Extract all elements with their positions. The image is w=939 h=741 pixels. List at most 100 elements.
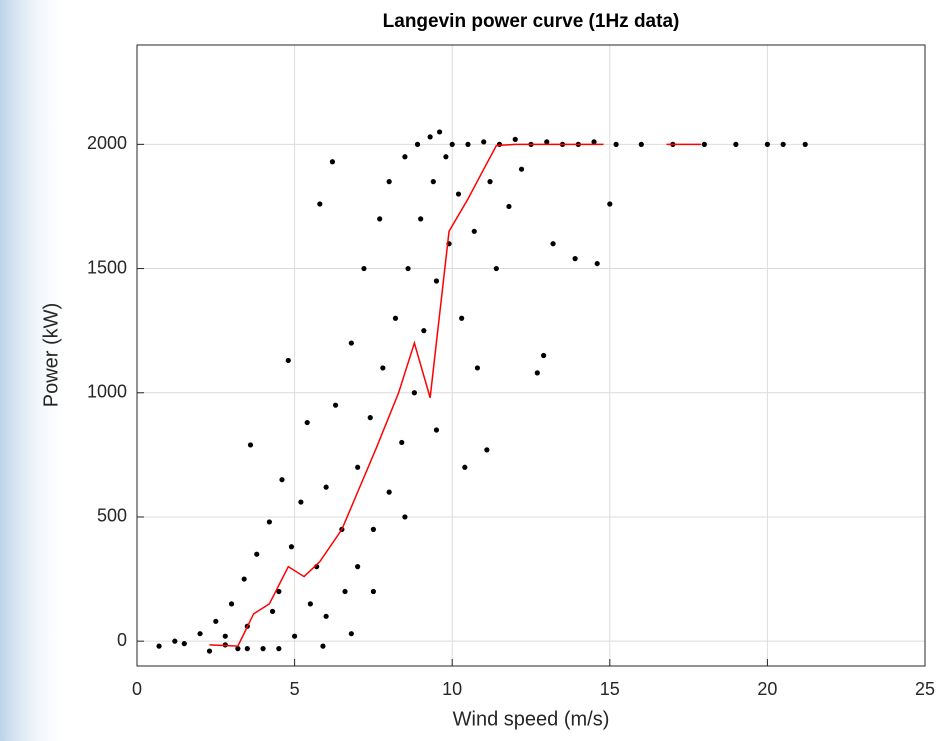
data-point: [418, 216, 424, 222]
data-point: [459, 315, 465, 321]
background: [0, 0, 70, 741]
data-point: [607, 201, 613, 207]
data-point: [455, 191, 462, 197]
data-point: [348, 340, 354, 346]
data-point: [465, 141, 471, 147]
data-point: [323, 484, 329, 490]
data-point: [405, 265, 411, 272]
data-point: [269, 608, 276, 614]
chart-title: Langevin power curve (1Hz data): [383, 11, 680, 32]
data-point: [414, 141, 421, 147]
data-point: [332, 402, 339, 408]
data-point: [292, 633, 298, 639]
data-point: [380, 365, 386, 371]
data-point: [430, 179, 436, 185]
data-point: [572, 256, 578, 262]
data-point: [613, 141, 619, 147]
data-point: [484, 447, 490, 453]
data-point: [638, 141, 644, 147]
x-tick-label: 5: [290, 679, 300, 699]
data-point: [276, 588, 282, 595]
data-point: [156, 643, 162, 649]
data-point: [279, 477, 285, 483]
y-tick-label: 2000: [87, 133, 127, 153]
data-point: [402, 514, 408, 520]
data-point: [348, 631, 354, 637]
data-point: [370, 588, 376, 595]
data-point: [402, 154, 408, 160]
data-point: [197, 631, 203, 637]
y-tick-label: 1500: [87, 257, 127, 277]
data-point: [317, 201, 323, 207]
data-point: [172, 638, 178, 644]
data-point: [386, 489, 392, 495]
x-tick-label: 20: [757, 679, 777, 699]
data-point: [329, 159, 336, 165]
data-point: [276, 646, 282, 652]
data-point: [370, 526, 376, 532]
data-point: [367, 415, 373, 421]
data-point: [421, 328, 427, 334]
data-point: [244, 646, 250, 652]
data-point: [266, 519, 272, 525]
plot-frame: [136, 44, 926, 667]
x-tick-label: 25: [915, 679, 935, 699]
y-tick-label: 1000: [87, 382, 127, 402]
y-tick-label: 500: [97, 506, 127, 526]
y-tick-label: 0: [117, 630, 127, 650]
data-point: [320, 643, 326, 649]
x-tick-label: 15: [600, 679, 620, 699]
data-point: [594, 260, 600, 267]
data-point: [433, 427, 440, 433]
data-point: [241, 576, 247, 582]
data-point: [323, 613, 329, 619]
data-point: [544, 139, 550, 145]
data-point: [298, 499, 304, 505]
data-point: [361, 265, 367, 272]
data-point: [213, 618, 219, 624]
data-point: [506, 203, 512, 210]
plot-area: [137, 45, 925, 666]
data-point: [247, 442, 254, 448]
data-point: [733, 141, 739, 147]
data-point: [534, 370, 540, 376]
data-point: [493, 265, 499, 272]
data-point: [518, 166, 525, 172]
data-point: [411, 390, 417, 396]
data-point: [392, 315, 399, 321]
y-axis-label: Power (kW): [40, 303, 62, 407]
data-point: [254, 551, 260, 557]
data-point: [285, 357, 291, 364]
data-point: [449, 141, 455, 147]
data-point: [436, 129, 443, 135]
x-tick-label: 10: [442, 679, 462, 699]
data-point: [342, 588, 348, 595]
data-point: [288, 544, 295, 550]
x-tick-label: 0: [132, 679, 142, 699]
data-point: [399, 439, 405, 446]
data-point: [780, 141, 786, 147]
data-point: [481, 139, 487, 145]
data-point: [764, 141, 771, 147]
data-point: [181, 641, 187, 647]
data-point: [591, 139, 597, 145]
data-point: [222, 633, 228, 639]
data-point: [802, 141, 808, 147]
data-point: [474, 365, 481, 371]
data-point: [541, 352, 547, 359]
data-point: [427, 134, 433, 140]
data-point: [235, 646, 241, 652]
data-point: [386, 179, 392, 185]
data-point: [512, 136, 518, 142]
data-point: [377, 216, 383, 222]
data-point: [228, 601, 235, 607]
x-axis-label: Wind speed (m/s): [453, 708, 610, 730]
marks: [156, 129, 808, 654]
data-point: [355, 564, 361, 570]
data-point: [462, 464, 468, 470]
data-point: [443, 154, 449, 160]
curve-line: [209, 143, 702, 647]
data-point: [355, 464, 361, 470]
